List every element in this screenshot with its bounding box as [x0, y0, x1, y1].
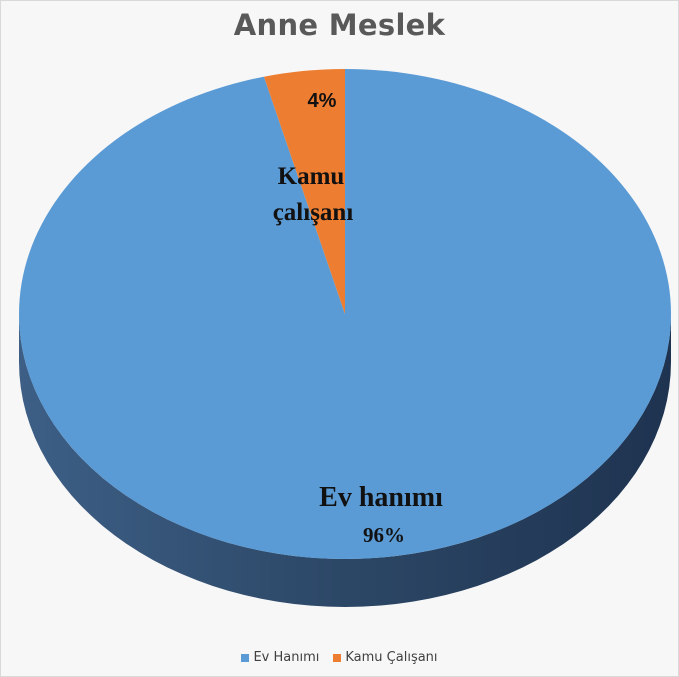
legend-item-ev-hanimi: Ev Hanımı — [241, 650, 319, 665]
legend-swatch-ev-hanimi — [241, 653, 250, 662]
legend-item-kamu-calisani: Kamu Çalışanı — [333, 650, 438, 665]
legend-label-ev-hanimi: Ev Hanımı — [253, 650, 320, 665]
legend-label-kamu-calisani: Kamu Çalışanı — [345, 650, 438, 665]
pie-slice-ev-hanimi — [19, 69, 672, 559]
pct-label-kamu-calisani: 4% — [308, 90, 337, 112]
legend-swatch-kamu-calisani — [333, 653, 342, 662]
slice-label-kamu-line1: Kamu — [278, 163, 345, 190]
slice-label-ev-hanimi: Ev hanımı — [319, 482, 443, 513]
pie-slice-kamu-calisani — [263, 69, 345, 314]
pie-side-wall — [19, 314, 671, 607]
pct-label-ev-hanimi: 96% — [363, 523, 405, 547]
slice-label-kamu-line2: çalışanı — [273, 199, 354, 226]
chart-title: Anne Meslek — [233, 8, 446, 42]
chart-legend: Ev Hanımı Kamu Çalışanı — [0, 650, 679, 665]
